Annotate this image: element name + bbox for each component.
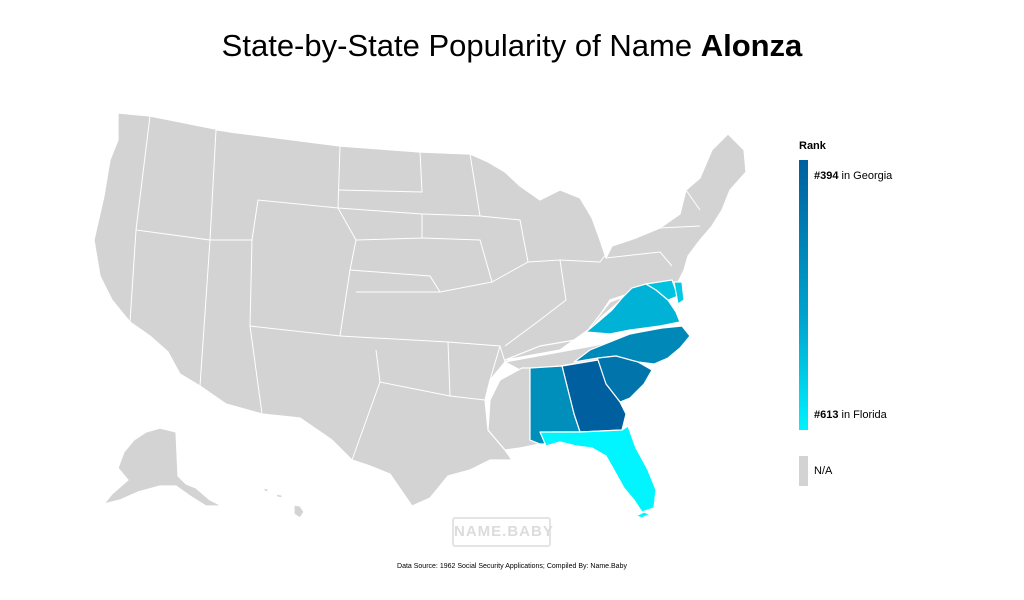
state-borders [129,115,701,461]
na-swatch [799,456,808,486]
legend-bottom-rank: #613 [814,409,839,421]
title-prefix: State-by-State Popularity of Name [221,28,701,63]
na-states [93,112,747,519]
ranked-states [529,279,691,519]
watermark-logo: NAME.BABY [452,517,553,547]
state-florida-keys[interactable] [635,511,651,519]
chart-title: State-by-State Popularity of Name Alonza [0,28,1024,64]
legend-bottom-label: #613 in Florida [814,409,887,421]
state-hawaii[interactable] [293,504,305,519]
legend-top-rank: #394 [814,170,839,182]
title-name: Alonza [700,28,803,63]
state-kentucky-wv[interactable] [504,295,627,361]
legend-bottom-text: in Florida [838,409,887,421]
state-hawaii-islands[interactable] [263,487,283,499]
legend-gradient-bar [799,160,808,430]
legend-top-label: #394 in Georgia [814,170,892,182]
legend-top-text: in Georgia [838,170,893,182]
na-label: N/A [814,465,833,477]
state-alaska[interactable] [103,427,223,507]
data-source-note: Data Source: 1962 Social Security Applic… [397,563,627,570]
state-florida[interactable] [539,425,657,513]
state-maryland[interactable] [645,279,679,301]
state-delaware[interactable] [673,281,685,305]
legend-title: Rank [799,140,826,152]
